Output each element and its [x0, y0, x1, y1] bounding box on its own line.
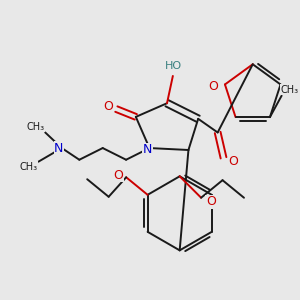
Text: CH₃: CH₃	[20, 162, 38, 172]
Text: CH₃: CH₃	[280, 85, 298, 95]
Text: O: O	[208, 80, 218, 93]
Text: O: O	[113, 169, 123, 182]
Text: N: N	[143, 143, 152, 157]
Text: O: O	[228, 155, 238, 168]
Text: CH₃: CH₃	[26, 122, 44, 132]
Text: O: O	[206, 195, 216, 208]
Text: HO: HO	[165, 61, 182, 71]
Text: N: N	[54, 142, 64, 154]
Text: O: O	[103, 100, 113, 113]
